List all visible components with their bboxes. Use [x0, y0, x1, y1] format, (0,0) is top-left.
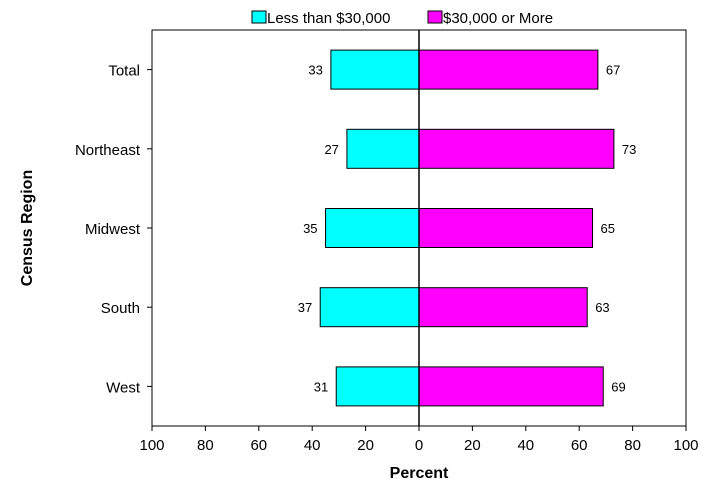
bar-under-30k-total	[330, 49, 420, 90]
category-label-west: West	[106, 379, 141, 396]
data-label-under-30k-south: 37	[298, 300, 312, 315]
legend-swatch-30k-plus	[427, 10, 443, 24]
x-tick-label: 100	[673, 437, 698, 454]
bar-30k-plus-south	[418, 287, 588, 328]
category-label-south: South	[101, 300, 140, 317]
x-tick-label: 100	[139, 437, 164, 454]
category-label-northeast: Northeast	[75, 142, 141, 159]
data-label-under-30k-west: 31	[314, 379, 328, 394]
data-label-under-30k-midwest: 35	[303, 221, 317, 236]
bar-under-30k-midwest	[325, 208, 420, 248]
x-axis-title: Percent	[390, 465, 449, 482]
data-label-30k-plus-total: 67	[606, 63, 620, 78]
legend-swatch-under-30k	[251, 10, 267, 24]
bar-30k-plus-midwest	[418, 208, 594, 248]
x-tick-label: 80	[197, 437, 214, 454]
y-axis-title: Census Region	[19, 170, 36, 286]
x-tick-label: 60	[250, 437, 267, 454]
x-tick-label: 40	[517, 437, 534, 454]
bars-group: 33 67 27 73 35 65 37 63 31 69	[298, 49, 636, 407]
bar-under-30k-west	[335, 366, 420, 407]
legend: Less than $30,000 $30,000 or More	[251, 10, 553, 27]
x-tick-label: 40	[304, 437, 321, 454]
x-tick-label: 20	[464, 437, 481, 454]
bar-under-30k-northeast	[346, 128, 420, 169]
x-tick-label: 80	[624, 437, 641, 454]
data-label-30k-plus-south: 63	[595, 300, 609, 315]
category-label-total: Total	[108, 63, 140, 80]
data-label-30k-plus-west: 69	[611, 379, 625, 394]
legend-label-under-30k: Less than $30,000	[267, 10, 390, 27]
bar-30k-plus-total	[418, 49, 599, 90]
category-labels: Total Northeast Midwest South West	[75, 63, 152, 396]
data-label-30k-plus-midwest: 65	[601, 221, 615, 236]
category-label-midwest: Midwest	[85, 221, 141, 238]
data-label-under-30k-northeast: 27	[324, 142, 338, 157]
bar-under-30k-south	[319, 287, 420, 328]
x-axis-ticks: 100 80 60 40 20 0 20 40 60 80 100	[139, 426, 699, 454]
x-tick-label: 60	[571, 437, 588, 454]
x-tick-label: 0	[415, 437, 423, 454]
data-label-30k-plus-northeast: 73	[622, 142, 636, 157]
x-tick-label: 20	[357, 437, 374, 454]
bar-30k-plus-northeast	[418, 128, 615, 169]
legend-label-30k-plus: $30,000 or More	[443, 10, 553, 27]
bar-30k-plus-west	[418, 366, 604, 407]
data-label-under-30k-total: 33	[308, 63, 322, 78]
